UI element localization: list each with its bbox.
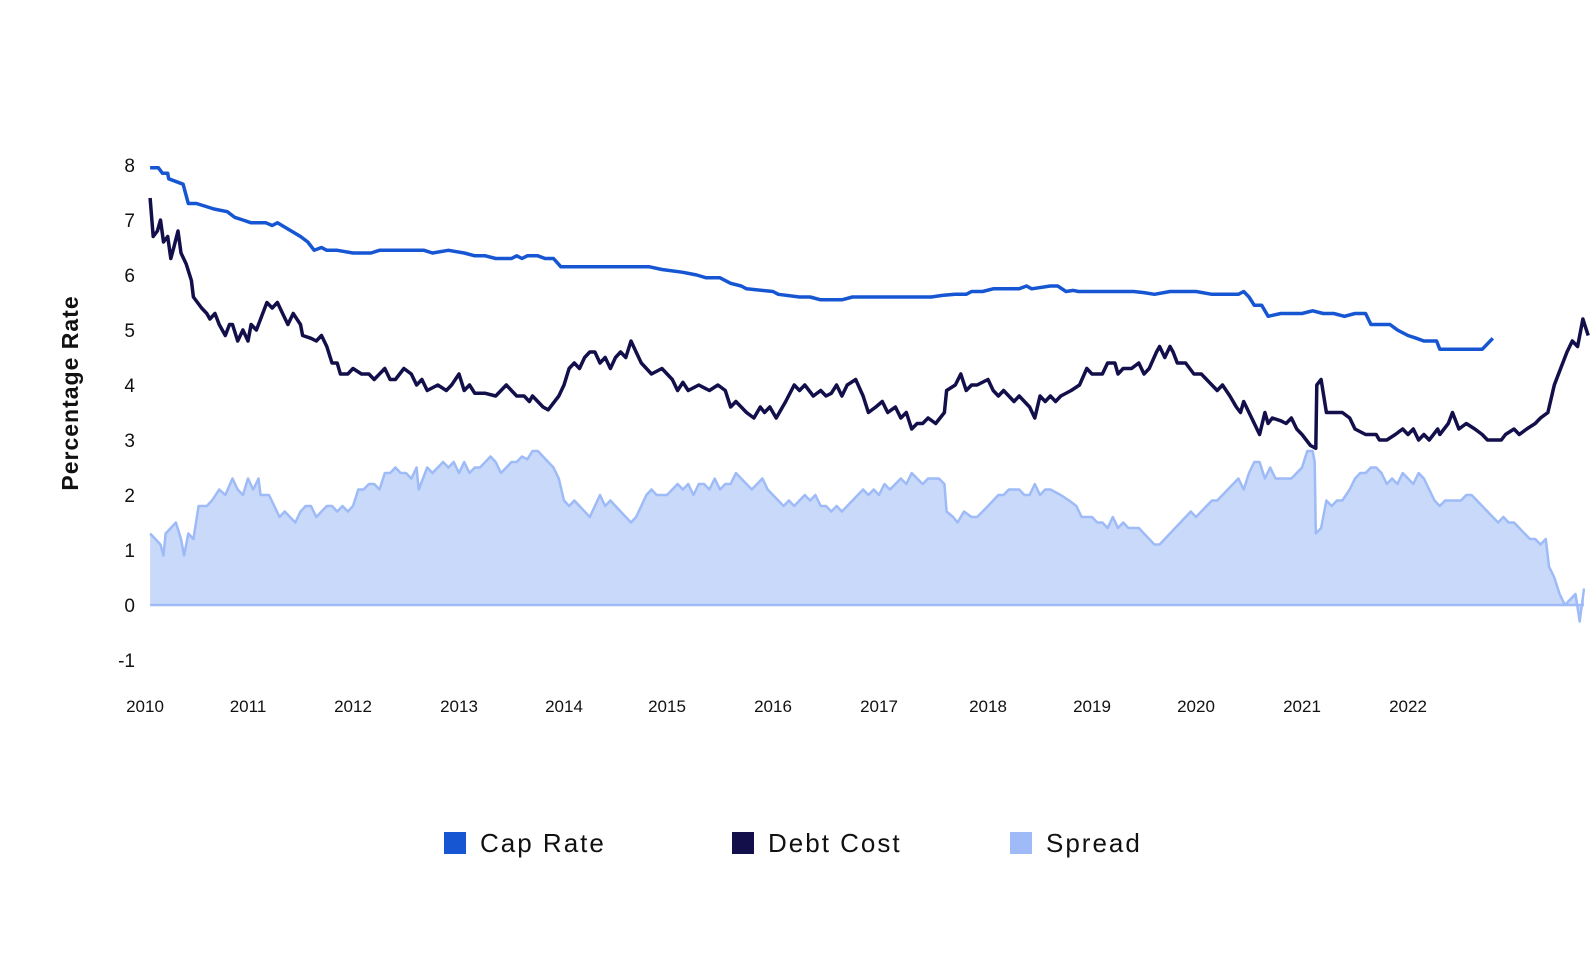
legend-label: Spread (1046, 828, 1142, 858)
legend-label: Debt Cost (768, 828, 902, 858)
y-tick-label: 3 (124, 431, 135, 452)
x-tick-label: 2020 (1177, 697, 1215, 716)
y-tick-label: 1 (124, 541, 135, 562)
series-line-spread (149, 449, 1586, 623)
y-tick-label: 6 (124, 266, 135, 287)
x-tick-label: 2015 (648, 697, 686, 716)
x-axis-ticks: 2010 2011 2012 2013 2014 2015 2016 2017 2018 2019… (126, 697, 1427, 716)
series-layer (148, 166, 1590, 623)
series-line-debt-cost (148, 197, 1590, 451)
y-tick-label: 0 (124, 596, 135, 617)
y-tick-label: 8 (124, 156, 135, 177)
series-line-cap-rate (150, 166, 1495, 352)
y-tick-label: 2 (124, 486, 135, 507)
legend-swatch (1010, 832, 1032, 854)
x-tick-label: 2019 (1073, 697, 1111, 716)
y-axis-title: Percentage Rate (57, 295, 83, 490)
x-tick-label: 2011 (230, 697, 267, 716)
legend-item: Spread (1010, 828, 1142, 858)
y-tick-label: 4 (124, 376, 135, 397)
legend-item: Cap Rate (444, 828, 606, 858)
legend-swatch (732, 832, 754, 854)
y-tick-label: 5 (124, 321, 135, 342)
y-tick-label: -1 (118, 651, 135, 672)
x-tick-label: 2013 (440, 697, 478, 716)
x-tick-label: 2010 (126, 697, 164, 716)
x-tick-label: 2016 (754, 697, 792, 716)
legend-swatch (444, 832, 466, 854)
series-area-spread (150, 451, 1585, 622)
x-tick-label: 2012 (334, 697, 372, 716)
legend-item: Debt Cost (732, 828, 902, 858)
y-axis-ticks: 8 7 6 5 4 3 2 1 0 -1 (118, 156, 135, 672)
legend: Cap Rate Debt Cost Spread (444, 828, 1142, 858)
x-tick-label: 2017 (860, 697, 898, 716)
y-tick-label: 7 (124, 211, 135, 232)
x-tick-label: 2014 (545, 697, 583, 716)
legend-label: Cap Rate (480, 828, 606, 858)
x-tick-label: 2022 (1389, 697, 1427, 716)
x-tick-label: 2018 (969, 697, 1007, 716)
x-tick-label: 2021 (1283, 697, 1321, 716)
